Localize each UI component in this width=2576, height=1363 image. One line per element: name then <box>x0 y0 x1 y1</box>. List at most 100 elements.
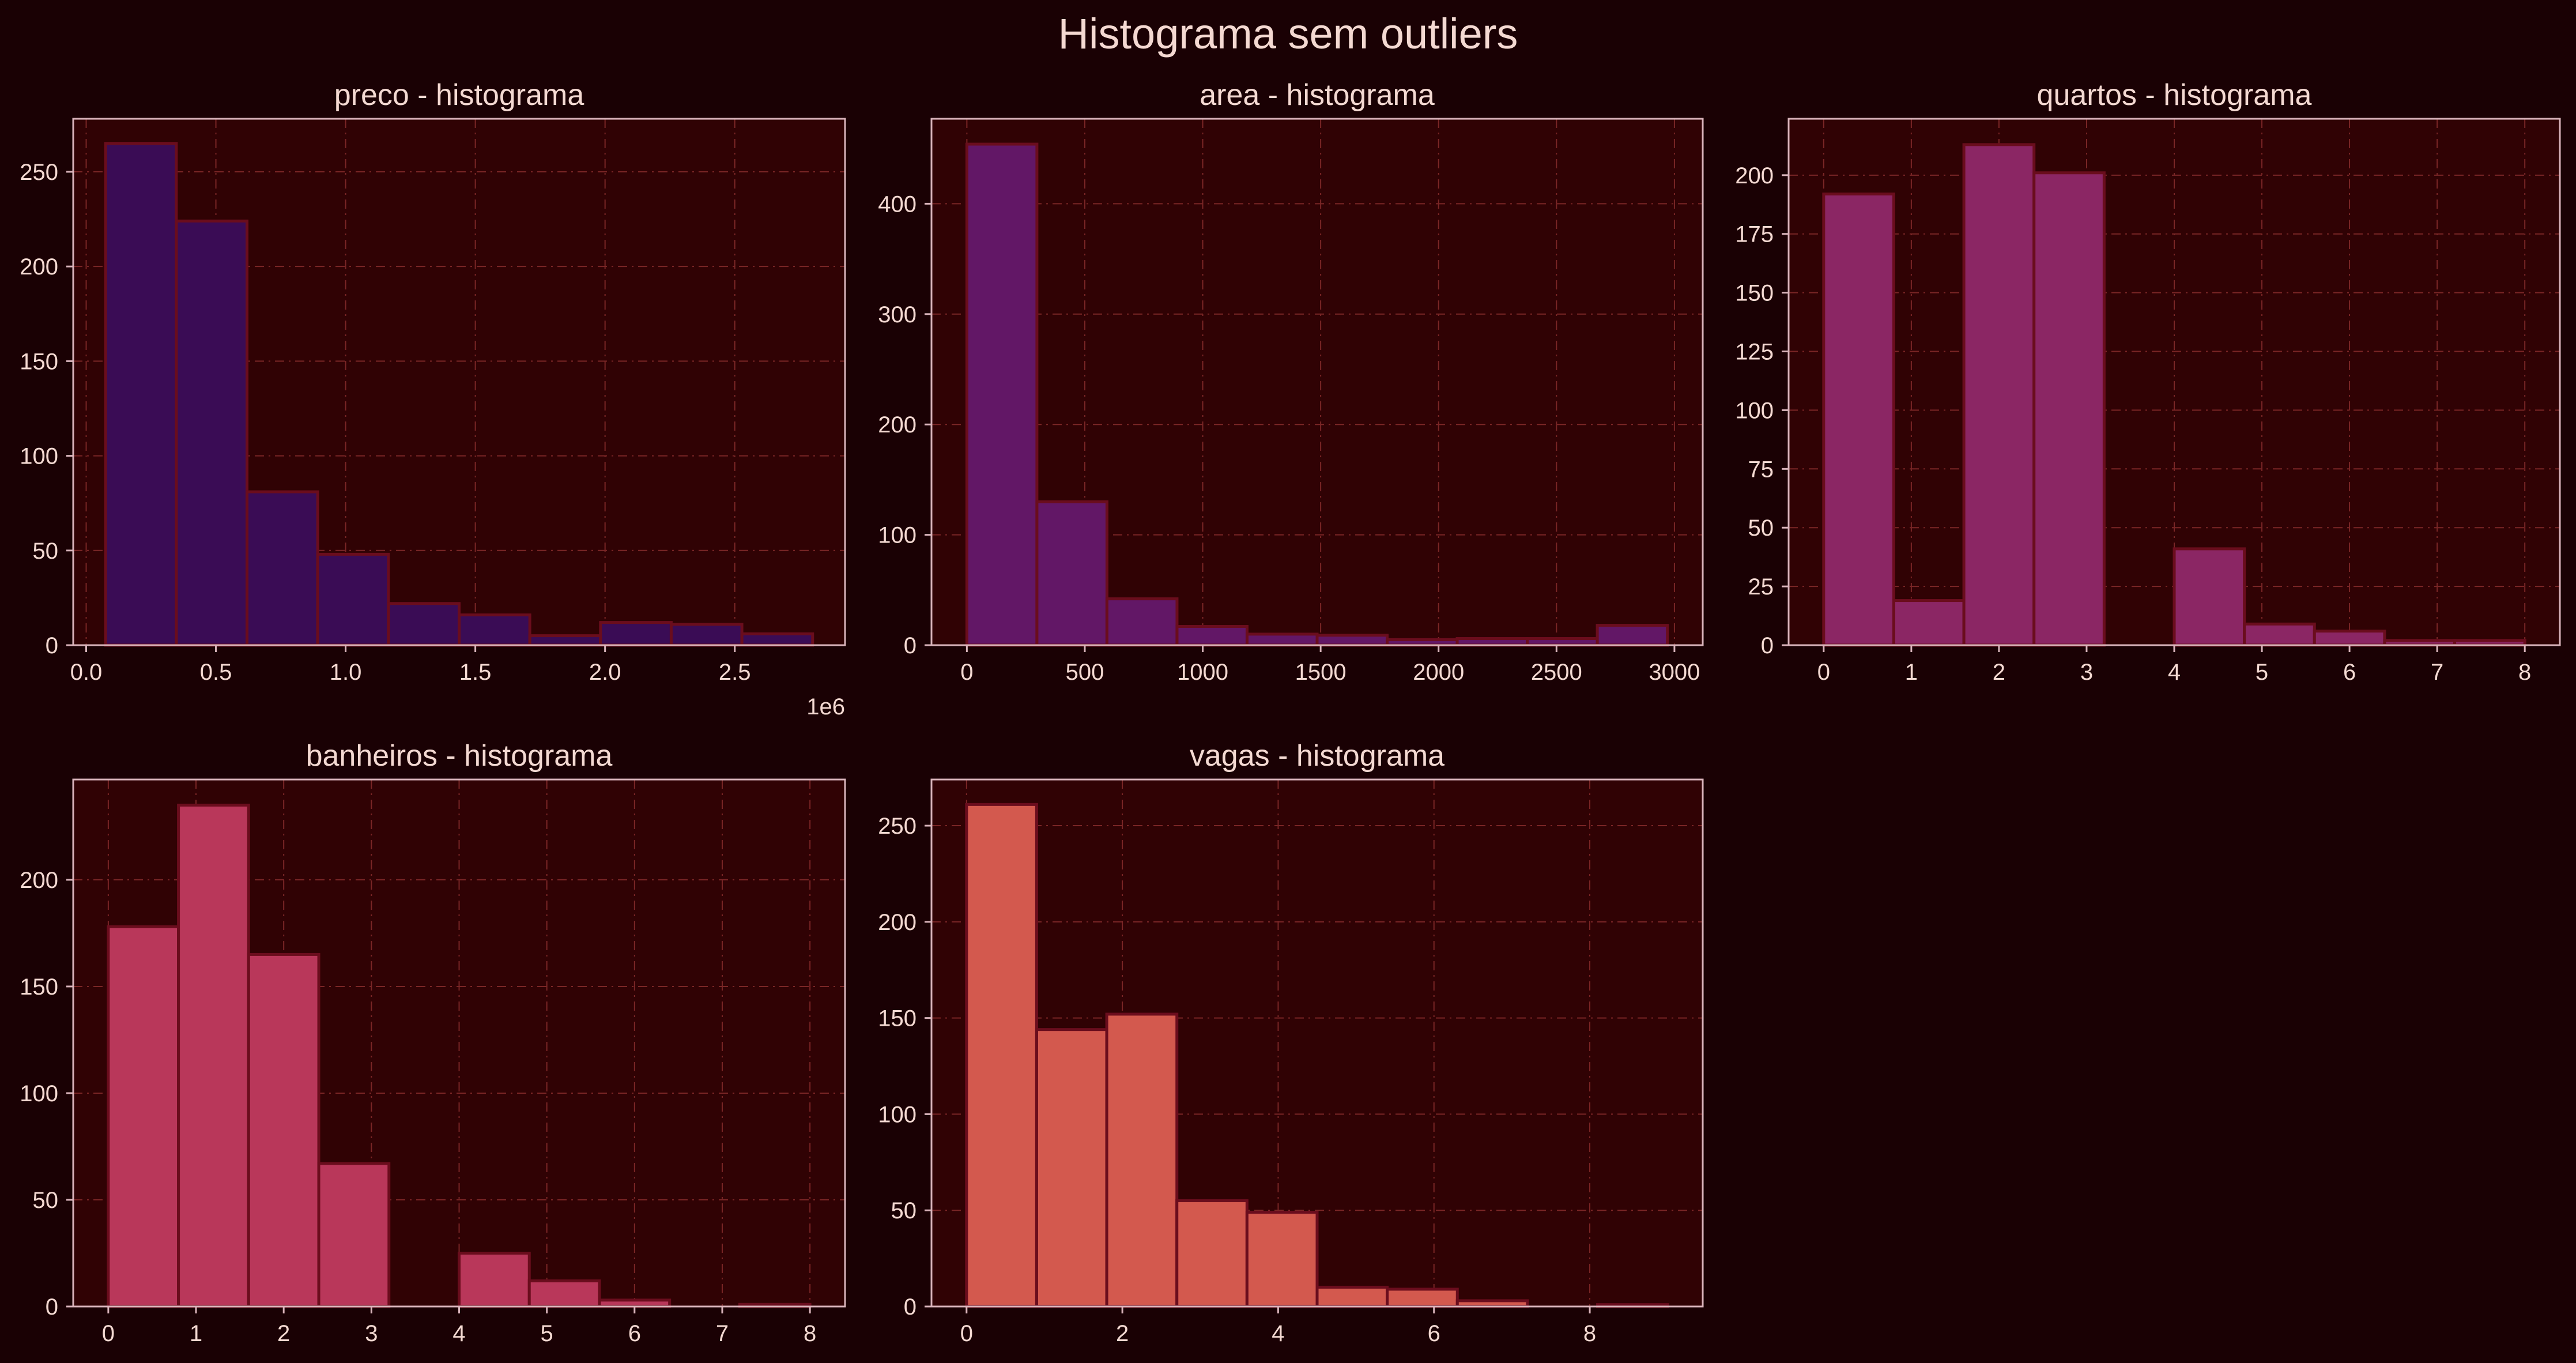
vagas-axes-frame <box>930 778 1704 1308</box>
vagas-histogram-bar <box>1315 1286 1389 1308</box>
quartos-histogram-bar <box>2032 171 2106 647</box>
area-x-tick-label: 3000 <box>1649 660 1700 685</box>
banheiros-histogram-bar <box>177 803 250 1308</box>
quartos-y-tick-label: 75 <box>1748 457 1774 482</box>
preco-histogram-bar <box>387 602 461 647</box>
area-y-tick-label: 100 <box>878 523 917 548</box>
preco-x-tick-label: 1.5 <box>459 660 492 685</box>
quartos-y-tick-label: 125 <box>1735 340 1774 365</box>
vagas-x-tick-label: 2 <box>1116 1321 1129 1346</box>
banheiros-histogram-bar <box>527 1279 601 1308</box>
quartos-panel-title: quartos - histograma <box>2037 78 2312 112</box>
preco-panel-title: preco - histograma <box>334 78 584 112</box>
banheiros-x-tick-label: 5 <box>541 1321 553 1346</box>
vagas-y-tick-label: 50 <box>891 1198 917 1223</box>
area-x-tick-label: 1000 <box>1177 660 1228 685</box>
preco-histogram-bar <box>599 621 673 647</box>
area-y-tick-label: 200 <box>878 412 917 438</box>
area-x-tick-label: 1500 <box>1295 660 1347 685</box>
vagas-x-tick-label: 4 <box>1272 1321 1284 1346</box>
vagas-histogram-bar <box>1105 1012 1179 1308</box>
quartos-histogram-bar <box>2243 622 2316 647</box>
quartos-x-tick-label: 3 <box>2080 660 2093 685</box>
quartos-x-tick-label: 0 <box>1817 660 1830 685</box>
banheiros-panel-title: banheiros - histograma <box>306 739 613 773</box>
vagas-histogram-bar <box>1386 1287 1459 1308</box>
quartos-y-tick-label: 0 <box>1761 633 1774 658</box>
banheiros-y-tick-label: 0 <box>46 1294 58 1320</box>
preco-x-tick-label: 1.0 <box>330 660 362 685</box>
banheiros-y-tick-label: 200 <box>20 868 58 893</box>
vagas-histogram-bar <box>1455 1299 1529 1308</box>
quartos-x-tick-label: 6 <box>2343 660 2356 685</box>
area-y-tick-label: 0 <box>904 633 917 658</box>
quartos-x-tick-label: 7 <box>2431 660 2443 685</box>
figure-title: Histograma sem outliers <box>1058 10 1518 58</box>
area-x-tick-label: 2500 <box>1531 660 1582 685</box>
preco-y-tick-label: 250 <box>20 160 58 185</box>
quartos-y-tick-label: 25 <box>1748 574 1774 600</box>
preco-histogram-bar <box>316 552 390 647</box>
vagas-histogram-bar <box>1175 1199 1249 1308</box>
banheiros-y-tick-label: 100 <box>20 1081 58 1106</box>
area-panel-title: area - histograma <box>1200 78 1435 112</box>
preco-y-tick-label: 50 <box>33 539 59 564</box>
banheiros-y-tick-label: 150 <box>20 974 58 1000</box>
preco-x-tick-label: 0.5 <box>200 660 232 685</box>
area-y-tick-label: 400 <box>878 191 917 217</box>
vagas-x-tick-label: 8 <box>1583 1321 1596 1346</box>
preco-y-tick-label: 150 <box>20 349 58 374</box>
area-x-tick-label: 2000 <box>1413 660 1464 685</box>
vagas-y-tick-label: 0 <box>904 1294 917 1320</box>
area-axes-frame <box>930 118 1704 646</box>
vagas-y-tick-label: 100 <box>878 1102 917 1127</box>
banheiros-histogram-bar <box>247 952 320 1308</box>
banheiros-y-tick-label: 50 <box>33 1188 59 1213</box>
preco-histogram-bar <box>458 613 531 647</box>
quartos-y-tick-label: 50 <box>1748 515 1774 541</box>
quartos-x-tick-label: 5 <box>2256 660 2268 685</box>
banheiros-x-tick-label: 2 <box>277 1321 290 1346</box>
banheiros-histogram-bar <box>458 1251 531 1308</box>
vagas-y-tick-label: 200 <box>878 910 917 935</box>
banheiros-x-tick-label: 8 <box>804 1321 816 1346</box>
quartos-histogram-bar <box>2313 630 2386 647</box>
banheiros-x-tick-label: 6 <box>628 1321 641 1346</box>
quartos-y-tick-label: 200 <box>1735 163 1774 189</box>
banheiros-x-tick-label: 3 <box>365 1321 378 1346</box>
quartos-x-tick-label: 8 <box>2518 660 2531 685</box>
quartos-x-tick-label: 2 <box>1993 660 2005 685</box>
preco-axes-frame <box>72 118 846 646</box>
preco-x-tick-label: 0.0 <box>70 660 103 685</box>
preco-y-tick-label: 0 <box>46 633 58 658</box>
vagas-y-tick-label: 150 <box>878 1006 917 1031</box>
vagas-histogram-bar <box>1245 1211 1319 1308</box>
banheiros-x-tick-label: 4 <box>452 1321 465 1346</box>
quartos-histogram-bar <box>1962 143 2036 647</box>
preco-x-offset-label: 1e6 <box>806 694 845 720</box>
banheiros-x-tick-label: 7 <box>716 1321 729 1346</box>
preco-y-tick-label: 200 <box>20 254 58 280</box>
vagas-y-tick-label: 250 <box>878 814 917 839</box>
area-x-tick-label: 500 <box>1066 660 1104 685</box>
vagas-x-tick-label: 6 <box>1428 1321 1440 1346</box>
quartos-x-tick-label: 1 <box>1905 660 1918 685</box>
preco-x-tick-label: 2.0 <box>589 660 621 685</box>
quartos-y-tick-label: 175 <box>1735 222 1774 247</box>
vagas-x-tick-label: 0 <box>960 1321 973 1346</box>
quartos-y-tick-label: 150 <box>1735 281 1774 306</box>
preco-y-tick-label: 100 <box>20 444 58 469</box>
area-x-tick-label: 0 <box>960 660 973 685</box>
banheiros-x-tick-label: 0 <box>102 1321 115 1346</box>
vagas-histogram-bar <box>965 803 1038 1308</box>
vagas-panel-title: vagas - histograma <box>1190 739 1444 773</box>
vagas-histogram-bar <box>1035 1028 1108 1308</box>
banheiros-x-tick-label: 1 <box>190 1321 202 1346</box>
quartos-histogram-bar <box>1892 599 1966 647</box>
